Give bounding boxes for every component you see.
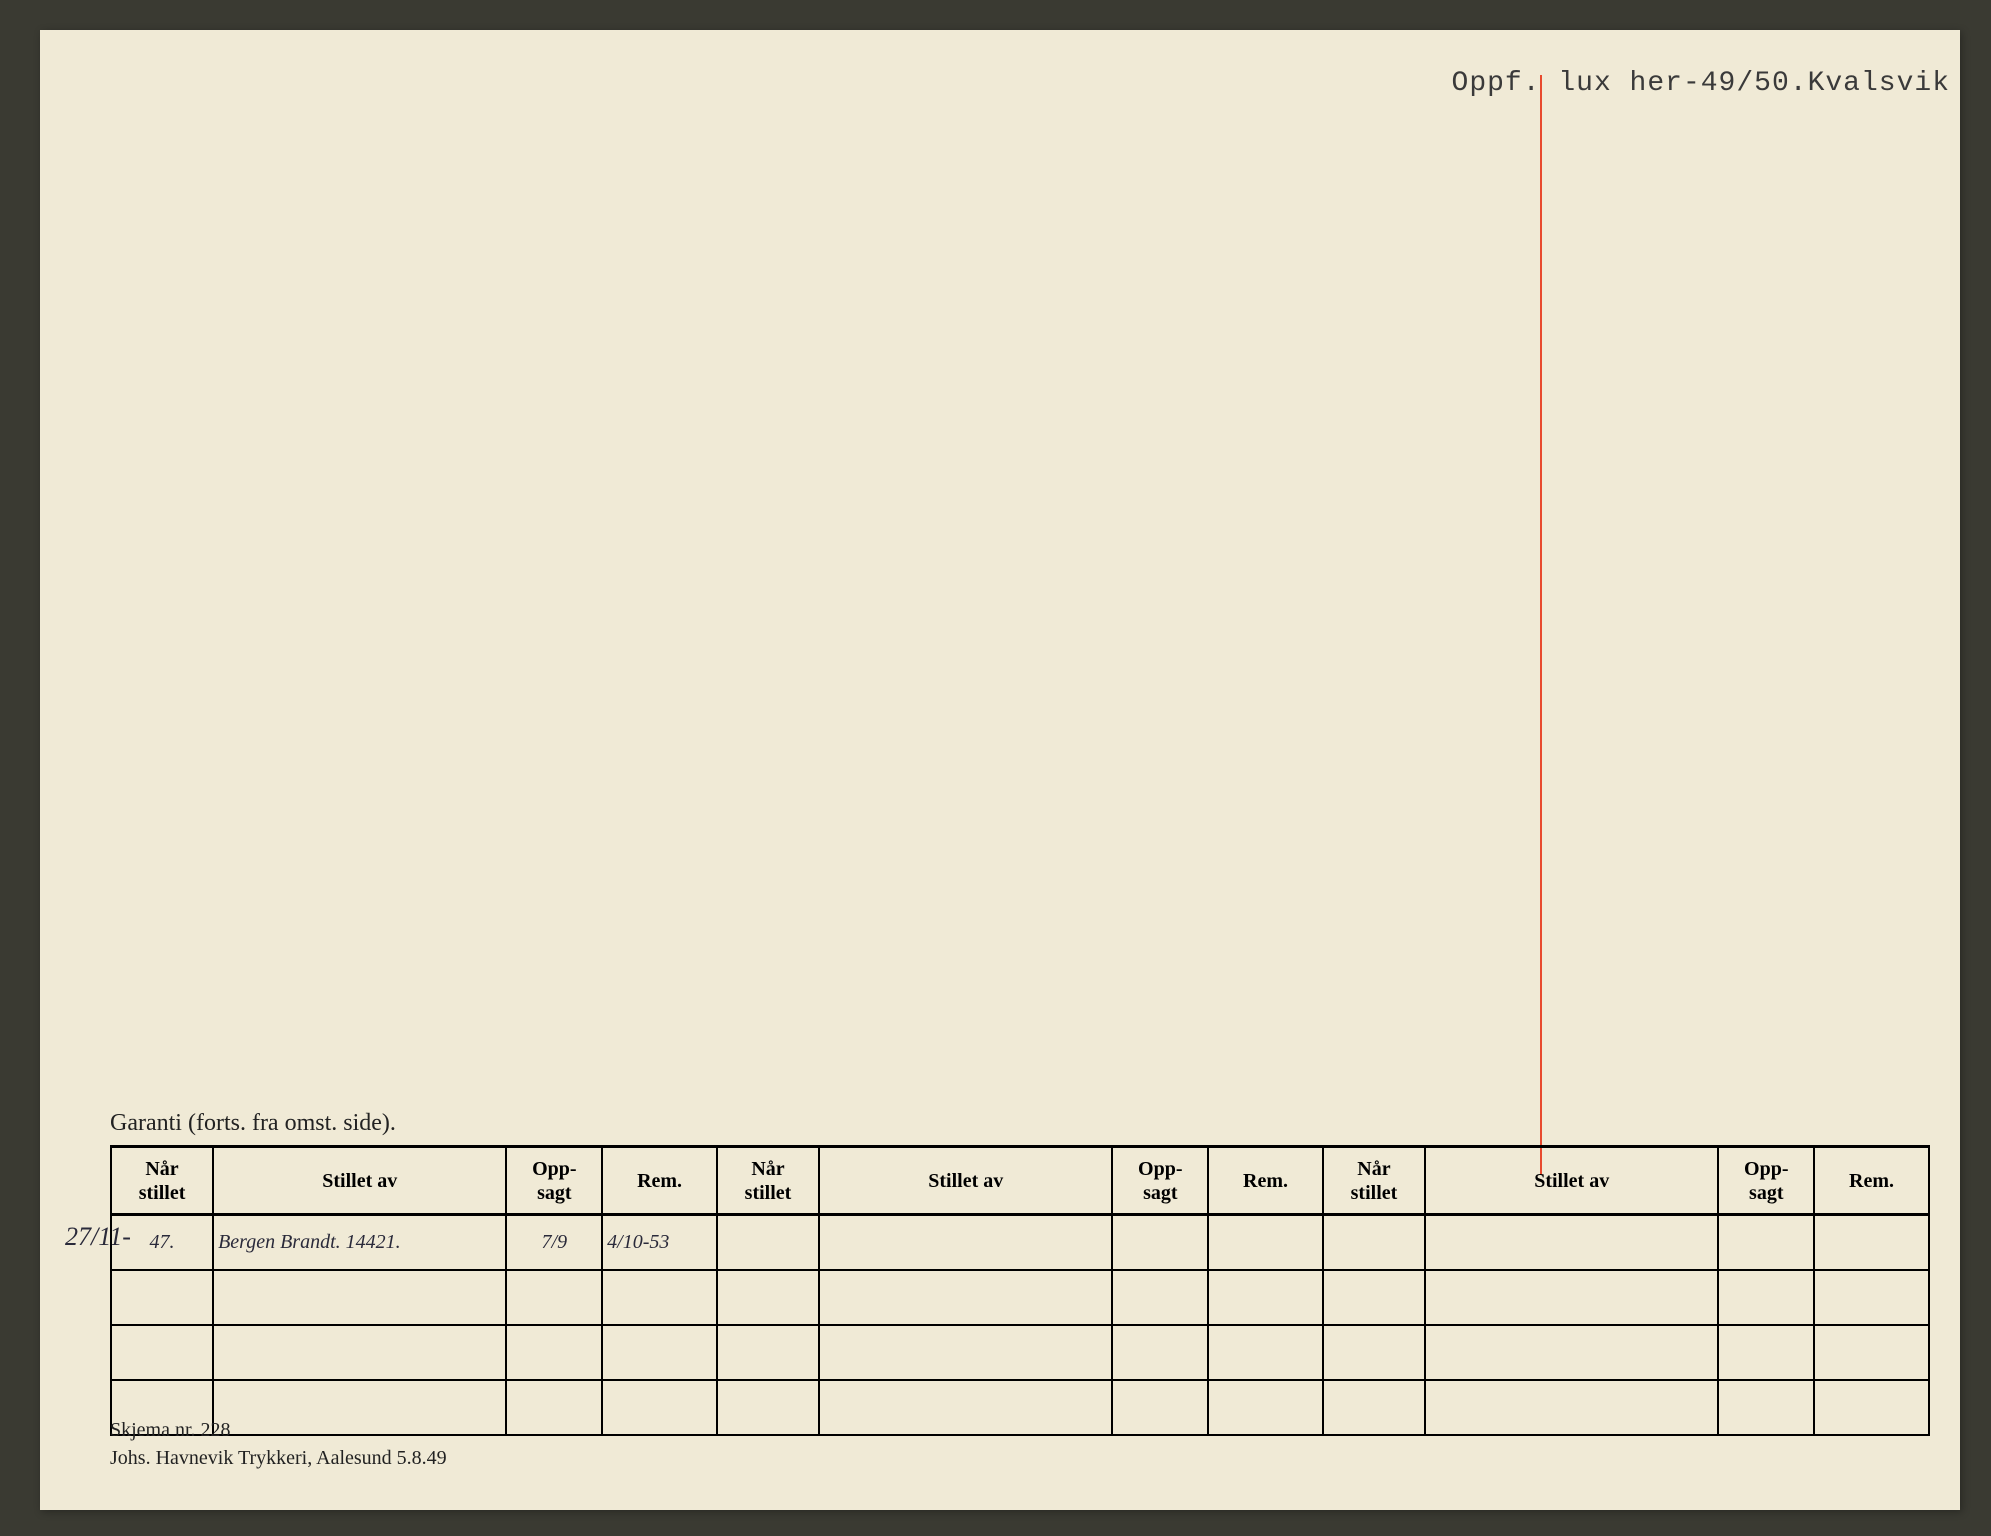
cell-empty: [602, 1325, 717, 1380]
cell-empty: [1323, 1325, 1425, 1380]
cell-empty: [1208, 1380, 1323, 1435]
cell-empty: [819, 1325, 1112, 1380]
cell-empty: [717, 1215, 819, 1270]
col-nar-stillet-3: Når stillet: [1323, 1147, 1425, 1215]
cell-empty: [1208, 1270, 1323, 1325]
cell-empty: [1112, 1215, 1208, 1270]
cell-empty: [1112, 1325, 1208, 1380]
cell-empty: [1112, 1380, 1208, 1435]
cell-empty: [213, 1325, 506, 1380]
cell-empty: [1718, 1380, 1814, 1435]
cell-empty: [111, 1270, 213, 1325]
cell-empty: [819, 1270, 1112, 1325]
cell-nar-stillet: 47.: [111, 1215, 213, 1270]
col-oppsagt-3: Opp- sagt: [1718, 1147, 1814, 1215]
guarantee-table: Når stillet Stillet av Opp- sagt Rem. Nå…: [110, 1145, 1930, 1436]
col-stillet-av-1: Stillet av: [213, 1147, 506, 1215]
cell-empty: [506, 1325, 602, 1380]
cell-empty: [1718, 1270, 1814, 1325]
header-label: Når stillet: [139, 1158, 186, 1204]
header-label: Opp- sagt: [1744, 1158, 1788, 1204]
cell-rem: 4/10-53: [602, 1215, 717, 1270]
garanti-section-label: Garanti (forts. fra omst. side).: [110, 1110, 396, 1137]
cell-empty: [717, 1380, 819, 1435]
table-row: [111, 1270, 1929, 1325]
footer-skjema: Skjema nr. 228: [110, 1416, 447, 1444]
cell-empty: [1814, 1270, 1929, 1325]
col-nar-stillet-1: Når stillet: [111, 1147, 213, 1215]
cell-empty: [819, 1380, 1112, 1435]
cell-empty: [1323, 1380, 1425, 1435]
cell-empty: [1814, 1325, 1929, 1380]
cell-empty: [1425, 1215, 1718, 1270]
header-label: Når stillet: [1351, 1158, 1398, 1204]
col-rem-3: Rem.: [1814, 1147, 1929, 1215]
cell-empty: [111, 1325, 213, 1380]
cell-empty: [1323, 1215, 1425, 1270]
cell-empty: [717, 1325, 819, 1380]
cell-empty: [1718, 1215, 1814, 1270]
cell-empty: [1208, 1215, 1323, 1270]
cell-empty: [1814, 1380, 1929, 1435]
cell-empty: [506, 1270, 602, 1325]
cell-oppsagt: 7/9: [506, 1215, 602, 1270]
header-label: Når stillet: [745, 1158, 792, 1204]
col-stillet-av-3: Stillet av: [1425, 1147, 1718, 1215]
col-rem-2: Rem.: [1208, 1147, 1323, 1215]
col-oppsagt-2: Opp- sagt: [1112, 1147, 1208, 1215]
col-stillet-av-2: Stillet av: [819, 1147, 1112, 1215]
cell-empty: [717, 1270, 819, 1325]
col-oppsagt-1: Opp- sagt: [506, 1147, 602, 1215]
cell-empty: [1425, 1270, 1718, 1325]
cell-empty: [819, 1215, 1112, 1270]
top-annotation: Oppf. lux her-49/50.Kvalsvik: [1452, 68, 1950, 99]
document-card: Oppf. lux her-49/50.Kvalsvik Garanti (fo…: [40, 30, 1960, 1510]
cell-empty: [1425, 1380, 1718, 1435]
cell-empty: [1814, 1215, 1929, 1270]
cell-empty: [1323, 1270, 1425, 1325]
cell-stillet-av: Bergen Brandt. 14421.: [213, 1215, 506, 1270]
table-row: [111, 1325, 1929, 1380]
table-row: 47. Bergen Brandt. 14421. 7/9 4/10-53: [111, 1215, 1929, 1270]
table-header-row: Når stillet Stillet av Opp- sagt Rem. Nå…: [111, 1147, 1929, 1215]
col-rem-1: Rem.: [602, 1147, 717, 1215]
cell-empty: [213, 1270, 506, 1325]
header-label: Opp- sagt: [532, 1158, 576, 1204]
cell-empty: [1425, 1325, 1718, 1380]
footer-block: Skjema nr. 228 Johs. Havnevik Trykkeri, …: [110, 1416, 447, 1472]
header-label: Opp- sagt: [1138, 1158, 1182, 1204]
footer-printer: Johs. Havnevik Trykkeri, Aalesund 5.8.49: [110, 1444, 447, 1472]
cell-empty: [602, 1380, 717, 1435]
cell-empty: [1208, 1325, 1323, 1380]
col-nar-stillet-2: Når stillet: [717, 1147, 819, 1215]
cell-empty: [1718, 1325, 1814, 1380]
cell-empty: [506, 1380, 602, 1435]
cell-empty: [1112, 1270, 1208, 1325]
cell-empty: [602, 1270, 717, 1325]
red-divider-line: [1540, 75, 1542, 1175]
